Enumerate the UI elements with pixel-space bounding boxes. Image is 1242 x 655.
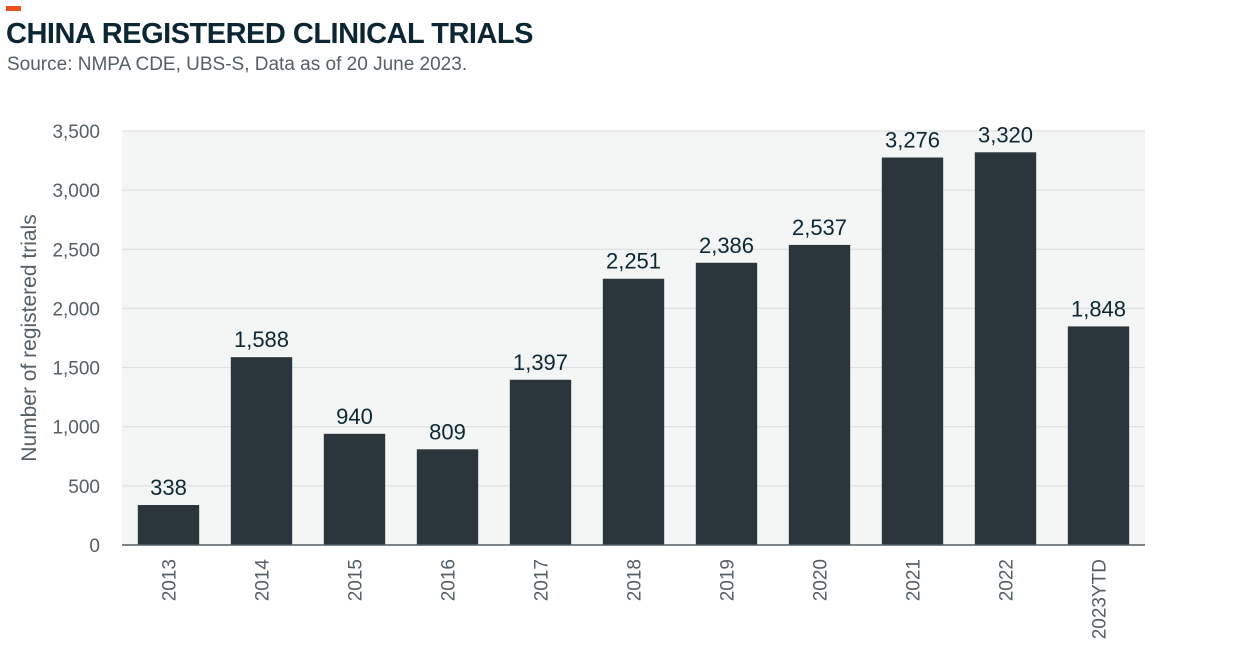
data-labels: 338 1,588 940 809 1,397 2,251 2,386 2,537 3,276 3…	[150, 122, 1126, 500]
y-tick-label: 3,500	[52, 122, 100, 143]
x-tick-label: 2023YTD	[1090, 559, 1111, 639]
x-tick-label: 2013	[160, 559, 181, 601]
bars	[137, 152, 1130, 545]
y-tick-label: 2,000	[52, 299, 100, 320]
y-tick-label: 1,000	[52, 418, 100, 439]
data-label: 2,537	[792, 215, 847, 240]
y-tick-label: 500	[68, 477, 100, 498]
x-tick-label: 2016	[439, 559, 460, 601]
y-tick-label: 3,000	[52, 181, 100, 202]
data-label: 2,251	[606, 249, 661, 274]
data-label: 3,276	[885, 127, 940, 152]
y-tick-label: 2,500	[52, 240, 100, 261]
y-axis-ticks: 0 500 1,000 1,500 2,000 2,500 3,000 3,500	[52, 122, 100, 557]
x-tick-label: 2022	[997, 559, 1018, 601]
bar	[1067, 326, 1130, 545]
x-tick-label: 2019	[718, 559, 739, 601]
data-label: 940	[336, 404, 373, 429]
data-label: 2,386	[699, 233, 754, 258]
x-tick-label: 2018	[625, 559, 646, 601]
data-label: 809	[429, 419, 466, 444]
y-tick-label: 1,500	[52, 359, 100, 380]
data-label: 1,397	[513, 350, 568, 375]
x-tick-label: 2017	[532, 559, 553, 601]
bar	[416, 449, 479, 545]
bar	[974, 152, 1037, 545]
x-tick-label: 2014	[253, 559, 274, 602]
chart-subtitle: Source: NMPA CDE, UBS-S, Data as of 20 J…	[7, 54, 468, 75]
y-tick-label: 0	[89, 536, 100, 557]
bar	[323, 433, 386, 545]
bar	[230, 357, 293, 545]
bar	[788, 244, 851, 545]
bar	[509, 379, 572, 545]
x-tick-label: 2021	[904, 559, 925, 601]
bar	[881, 157, 944, 545]
data-label: 1,848	[1071, 296, 1126, 321]
data-label: 338	[150, 475, 187, 500]
bar	[695, 262, 758, 545]
data-label: 3,320	[978, 122, 1033, 147]
x-tick-label: 2020	[811, 559, 832, 601]
y-axis-title: Number of registered trials	[18, 214, 41, 461]
data-label: 1,588	[234, 327, 289, 352]
accent-mark	[6, 6, 21, 11]
bar	[602, 278, 665, 545]
bar	[137, 505, 200, 545]
x-tick-label: 2015	[346, 559, 367, 601]
x-axis-ticks: 2013 2014 2015 2016 2017 2018 2019 2020 2021 2022…	[160, 559, 1111, 640]
chart-title: CHINA REGISTERED CLINICAL TRIALS	[6, 18, 533, 50]
